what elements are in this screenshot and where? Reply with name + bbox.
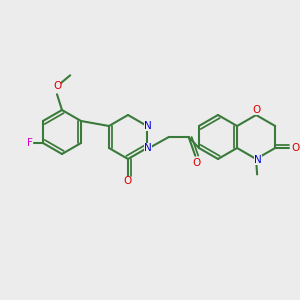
Text: O: O <box>124 176 132 187</box>
Text: O: O <box>252 105 260 115</box>
Text: O: O <box>291 143 299 153</box>
Text: N: N <box>144 121 152 131</box>
Text: O: O <box>192 158 200 168</box>
Text: N: N <box>254 155 262 165</box>
Text: N: N <box>144 143 152 153</box>
Text: O: O <box>53 81 61 91</box>
Text: F: F <box>27 138 32 148</box>
